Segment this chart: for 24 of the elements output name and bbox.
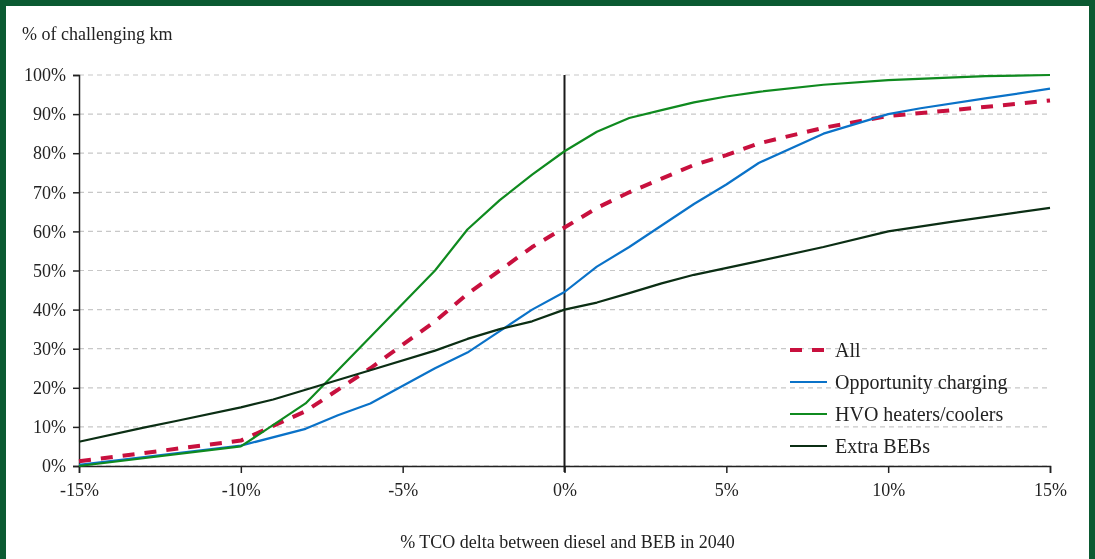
legend-label: HVO heaters/coolers (835, 403, 1004, 425)
y-tick-label: 30% (33, 338, 66, 359)
x-tick-label: -15% (60, 479, 99, 500)
y-axis-title: % of challenging km (22, 24, 173, 44)
x-tick-label: -5% (388, 479, 419, 500)
x-tick-label: -10% (221, 479, 261, 500)
y-tick-label: 100% (24, 65, 66, 86)
x-tick-label: 15% (1034, 479, 1067, 500)
legend-label: Opportunity charging (835, 371, 1008, 394)
y-tick-label: 60% (33, 221, 66, 242)
y-tick-label: 0% (42, 456, 66, 477)
x-tick-label: 5% (714, 479, 739, 500)
x-axis-title: % TCO delta between diesel and BEB in 2040 (400, 532, 735, 552)
legend-label: Extra BEBs (835, 435, 931, 457)
x-tick-label: 0% (553, 479, 577, 500)
x-tick-label: 10% (872, 479, 906, 500)
y-tick-label: 70% (33, 182, 66, 203)
y-tick-label: 80% (33, 143, 66, 164)
legend-label: All (835, 339, 861, 361)
y-tick-label: 10% (33, 417, 66, 438)
y-tick-label: 50% (33, 260, 66, 281)
y-tick-label: 90% (33, 104, 66, 125)
y-tick-label: 20% (33, 378, 66, 399)
y-tick-label: 40% (33, 299, 66, 320)
